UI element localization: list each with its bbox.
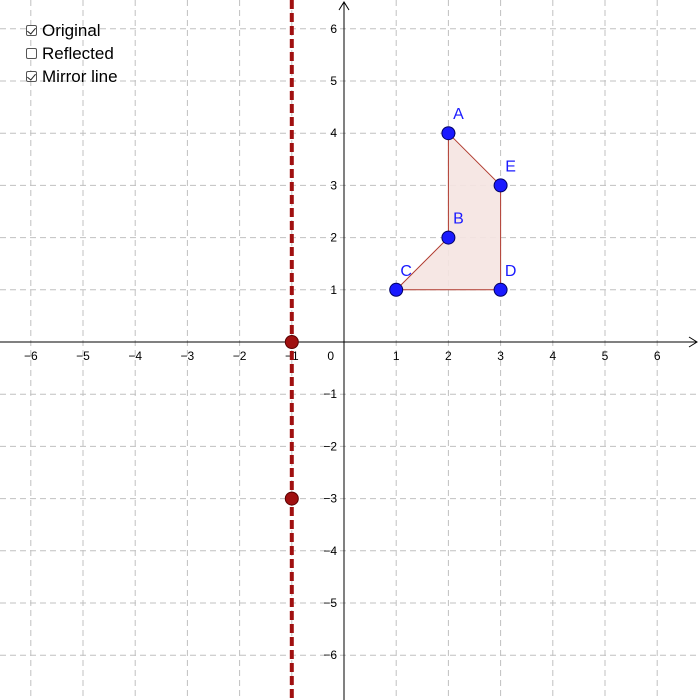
vertex-label-a: A: [453, 106, 464, 123]
vertex-point-b[interactable]: [441, 230, 456, 245]
y-tick-label: 5: [330, 74, 337, 88]
y-tick-label: −4: [323, 544, 337, 558]
reflected-label: Reflected: [42, 43, 114, 63]
x-tick-label: −6: [24, 349, 38, 363]
y-tick-label: 2: [330, 231, 337, 245]
vertex-label-b: B: [453, 211, 464, 228]
shape-points[interactable]: A E D C B: [389, 106, 517, 297]
tick-labels: −6−5−4−3−2−1123456654321−1−2−3−4−5−60: [24, 22, 661, 662]
reflected-checkbox[interactable]: [26, 48, 37, 59]
vertex-point-c[interactable]: [389, 282, 404, 297]
vertex-label-d: D: [505, 263, 517, 280]
x-tick-label: 3: [497, 349, 504, 363]
vertex-label-c: C: [400, 263, 412, 280]
x-axis-arrow-icon: [688, 336, 698, 348]
x-tick-label: −2: [233, 349, 247, 363]
y-tick-label: 1: [330, 283, 337, 297]
vertex-point-e[interactable]: [493, 178, 508, 193]
x-tick-label: 2: [445, 349, 452, 363]
y-tick-label: −1: [323, 387, 337, 401]
reflected-toggle[interactable]: Reflected: [26, 42, 118, 65]
x-tick-label: 5: [602, 349, 609, 363]
mirror-line-toggle[interactable]: Mirror line: [26, 65, 118, 88]
shape-polygon[interactable]: [394, 131, 502, 291]
y-axis-arrow-icon: [338, 1, 350, 11]
y-tick-label: −3: [323, 492, 337, 506]
vertex-label-e: E: [505, 158, 516, 175]
y-tick-label: −5: [323, 596, 337, 610]
mirror-line-point[interactable]: [284, 335, 299, 349]
mirror-line-point[interactable]: [284, 491, 299, 506]
x-tick-label: 4: [549, 349, 556, 363]
vertex-point-d[interactable]: [493, 282, 508, 297]
x-tick-label: 6: [654, 349, 661, 363]
mirror-line-label: Mirror line: [42, 66, 118, 86]
y-tick-label: 4: [330, 126, 337, 140]
original-checkbox[interactable]: [26, 25, 37, 36]
vertex-point-a[interactable]: [441, 126, 456, 141]
original-shape[interactable]: [394, 131, 502, 291]
original-toggle[interactable]: Original: [26, 19, 118, 42]
origin-label: 0: [327, 349, 334, 363]
checkbox-panel: Original Reflected Mirror line: [26, 19, 118, 88]
x-tick-label: −5: [76, 349, 90, 363]
y-tick-label: −6: [323, 648, 337, 662]
mirror-line-group[interactable]: [284, 0, 299, 700]
x-tick-label: −3: [181, 349, 195, 363]
y-tick-label: 3: [330, 178, 337, 192]
y-tick-label: −2: [323, 439, 337, 453]
x-tick-label: 1: [393, 349, 400, 363]
original-label: Original: [42, 20, 101, 40]
y-tick-label: 6: [330, 22, 337, 36]
mirror-line-checkbox[interactable]: [26, 71, 37, 82]
x-tick-label: −4: [128, 349, 142, 363]
